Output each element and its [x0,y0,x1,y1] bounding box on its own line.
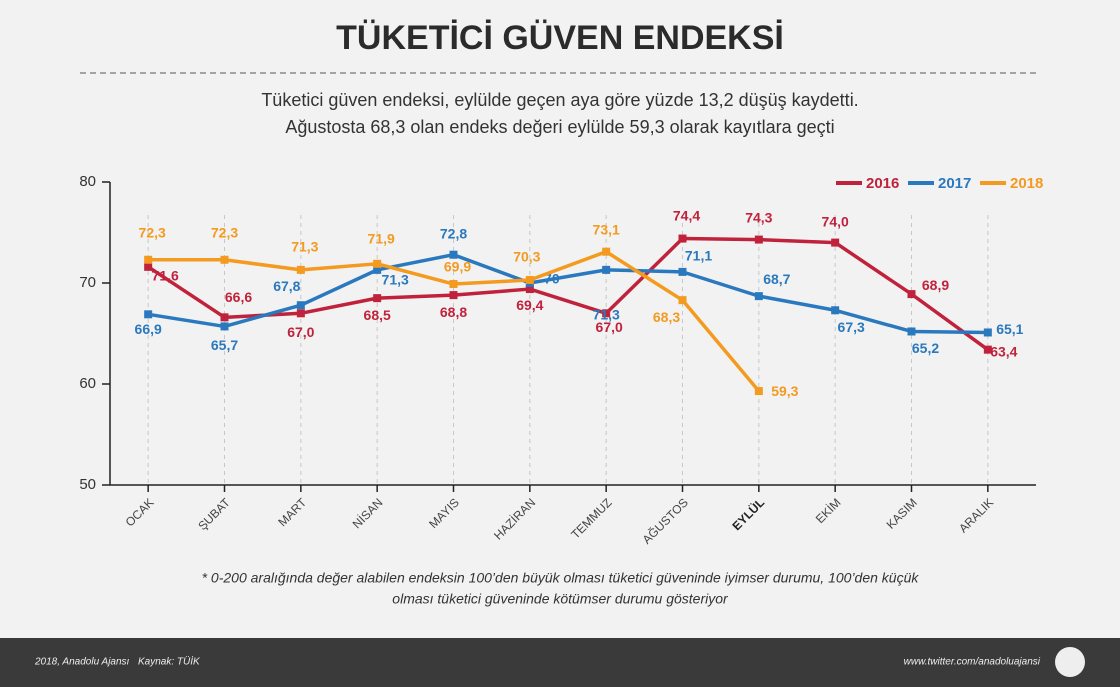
data-label: 68,3 [653,309,680,325]
data-label: 68,9 [922,277,949,293]
marker [373,259,382,268]
subtitle: Ağustosta 68,3 olan endeks değeri eylüld… [285,117,834,137]
x-tick-label: KASIM [884,495,920,531]
data-label: 71,3 [382,272,409,288]
marker [296,309,305,318]
footer-copyright: 2018, Anadolu Ajansı [34,657,130,668]
marker [907,290,916,299]
data-label: 67,0 [287,324,314,340]
x-tick-label: EYLÜL [729,495,767,533]
x-tick-label: ARALIK [956,495,996,535]
data-label: 73,1 [593,221,620,237]
footer-url: www.twitter.com/anadoluajansi [904,657,1041,668]
data-label: 68,8 [440,304,467,320]
data-label: 67,8 [273,278,300,294]
marker [983,345,992,354]
marker [296,265,305,274]
data-label: 71,1 [685,248,712,264]
data-label: 68,7 [763,271,790,287]
y-tick-label: 50 [79,476,96,493]
marker [754,292,763,301]
x-tick-label: ŞUBAT [195,495,233,533]
marker [373,294,382,303]
marker [754,387,763,396]
y-tick-label: 70 [79,274,96,291]
marker [602,309,611,318]
x-tick-label: MAYIS [426,495,462,531]
data-label: 65,7 [211,337,238,353]
data-label: 66,6 [225,289,252,305]
y-tick-label: 60 [79,375,96,392]
marker [449,291,458,300]
data-label: 71,6 [152,268,179,284]
data-label: 65,2 [912,340,939,356]
marker [144,255,153,264]
marker [678,234,687,243]
marker [449,250,458,259]
y-tick-label: 80 [79,173,96,190]
data-label: 70,3 [513,249,540,265]
footer-bar [0,638,1120,687]
marker [678,296,687,305]
marker [373,265,382,274]
marker [220,255,229,264]
legend-label: 2017 [938,175,971,192]
data-label: 65,1 [996,321,1023,337]
chart-title: TÜKETİCİ GÜVEN ENDEKSİ [336,19,784,57]
data-label: 69,4 [516,297,543,313]
marker [602,247,611,256]
marker [602,265,611,274]
footer-source: Kaynak: TÜİK [138,656,201,668]
x-tick-label: NİSAN [350,495,386,531]
data-label: 71,3 [291,239,318,255]
data-label: 71,9 [368,231,395,247]
marker [144,310,153,319]
marker [296,301,305,310]
marker [983,328,992,337]
x-tick-label: EKİM [813,495,844,526]
marker [754,235,763,244]
subtitle: Tüketici güven endeksi, eylülde geçen ay… [261,90,858,110]
marker [220,322,229,331]
data-label: 67,0 [596,319,623,335]
data-label: 72,8 [440,225,467,241]
data-label: 71,3 [593,307,620,323]
data-label: 72,3 [211,224,238,240]
data-label: 59,3 [771,383,798,399]
x-tick-label: HAZİRAN [491,495,538,542]
data-label: 66,9 [135,321,162,337]
note: * 0-200 aralığında değer alabilen endeks… [202,570,920,586]
logo [1055,647,1085,677]
marker [678,267,687,276]
data-label: 67,3 [838,319,865,335]
marker [525,285,534,294]
marker [525,275,534,284]
legend-label: 2016 [866,175,899,192]
series-line [147,252,988,335]
x-tick-label: TEMMUZ [568,495,614,541]
data-label: 69,9 [444,259,471,275]
marker [831,306,840,315]
data-label: 72,3 [139,224,166,240]
x-tick-label: AĞUSTOS [639,495,691,547]
legend-label: 2018 [1010,175,1043,192]
marker [144,262,153,271]
marker [831,238,840,247]
series-line [147,236,989,352]
marker [449,280,458,289]
note: olması tüketici güveninde kötümser durum… [392,591,729,607]
data-label: 63,4 [990,343,1017,359]
data-label: 68,5 [364,307,391,323]
data-label: 74,3 [745,209,772,225]
marker [220,313,229,322]
data-label: 74,4 [673,207,700,223]
x-tick-label: OCAK [123,495,157,529]
x-tick-label: MART [275,495,309,529]
marker [907,327,916,336]
data-label: 74,0 [822,213,849,229]
